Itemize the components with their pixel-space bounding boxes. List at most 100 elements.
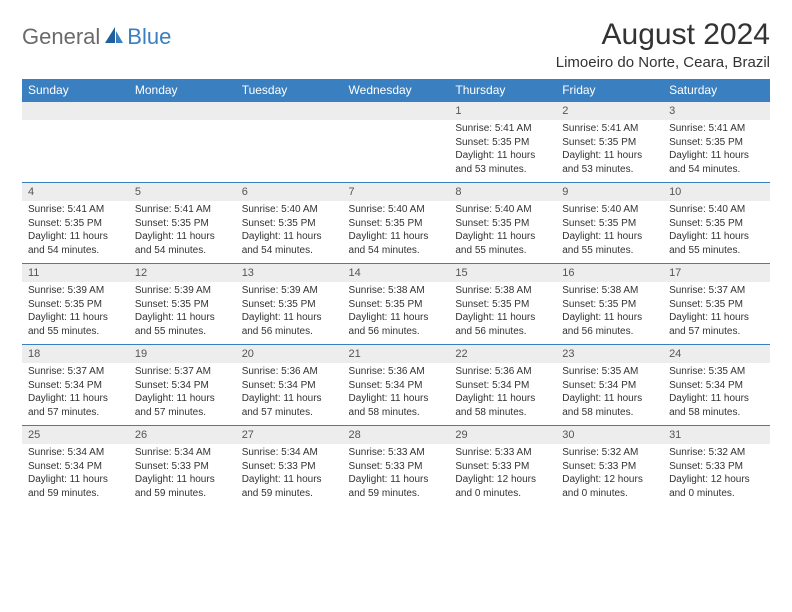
daylight-line: Daylight: 11 hours and 59 minutes. (242, 473, 337, 500)
day-number-cell: 21 (343, 345, 450, 364)
sunrise-line: Sunrise: 5:40 AM (455, 203, 550, 217)
sunrise-line: Sunrise: 5:32 AM (669, 446, 764, 460)
day-number-cell: 9 (556, 183, 663, 202)
day-number-cell: 2 (556, 102, 663, 121)
day-detail-cell: Sunrise: 5:40 AMSunset: 5:35 PMDaylight:… (663, 201, 770, 264)
day-number-cell: 14 (343, 264, 450, 283)
sunrise-line: Sunrise: 5:35 AM (562, 365, 657, 379)
day-detail-cell: Sunrise: 5:38 AMSunset: 5:35 PMDaylight:… (343, 282, 450, 345)
weekday-header-row: Sunday Monday Tuesday Wednesday Thursday… (22, 79, 770, 102)
day-number-cell: 12 (129, 264, 236, 283)
day-number-row: 11121314151617 (22, 264, 770, 283)
sunrise-line: Sunrise: 5:38 AM (455, 284, 550, 298)
sunset-line: Sunset: 5:34 PM (28, 460, 123, 474)
calendar-table: Sunday Monday Tuesday Wednesday Thursday… (22, 79, 770, 506)
day-detail-cell: Sunrise: 5:41 AMSunset: 5:35 PMDaylight:… (129, 201, 236, 264)
day-detail-cell: Sunrise: 5:41 AMSunset: 5:35 PMDaylight:… (449, 120, 556, 183)
day-detail-row: Sunrise: 5:41 AMSunset: 5:35 PMDaylight:… (22, 120, 770, 183)
sunrise-line: Sunrise: 5:39 AM (242, 284, 337, 298)
daylight-line: Daylight: 11 hours and 59 minutes. (28, 473, 123, 500)
sunrise-line: Sunrise: 5:37 AM (669, 284, 764, 298)
daylight-line: Daylight: 11 hours and 56 minutes. (242, 311, 337, 338)
sunrise-line: Sunrise: 5:40 AM (669, 203, 764, 217)
sunrise-line: Sunrise: 5:32 AM (562, 446, 657, 460)
day-detail-row: Sunrise: 5:37 AMSunset: 5:34 PMDaylight:… (22, 363, 770, 426)
daylight-line: Daylight: 11 hours and 54 minutes. (349, 230, 444, 257)
weekday-header: Sunday (22, 79, 129, 102)
title-block: August 2024 Limoeiro do Norte, Ceara, Br… (556, 18, 770, 71)
sunrise-line: Sunrise: 5:34 AM (28, 446, 123, 460)
sunset-line: Sunset: 5:33 PM (562, 460, 657, 474)
day-detail-cell: Sunrise: 5:32 AMSunset: 5:33 PMDaylight:… (556, 444, 663, 506)
sunset-line: Sunset: 5:35 PM (455, 217, 550, 231)
day-number-cell: 28 (343, 426, 450, 445)
day-detail-cell: Sunrise: 5:35 AMSunset: 5:34 PMDaylight:… (663, 363, 770, 426)
sunrise-line: Sunrise: 5:33 AM (455, 446, 550, 460)
sunrise-line: Sunrise: 5:41 AM (669, 122, 764, 136)
brand-general: General (22, 24, 100, 50)
sunset-line: Sunset: 5:35 PM (135, 217, 230, 231)
weekday-header: Wednesday (343, 79, 450, 102)
daylight-line: Daylight: 12 hours and 0 minutes. (562, 473, 657, 500)
location: Limoeiro do Norte, Ceara, Brazil (556, 54, 770, 71)
day-number-cell: 19 (129, 345, 236, 364)
daylight-line: Daylight: 11 hours and 56 minutes. (349, 311, 444, 338)
sunrise-line: Sunrise: 5:36 AM (455, 365, 550, 379)
weekday-header: Saturday (663, 79, 770, 102)
day-detail-cell: Sunrise: 5:38 AMSunset: 5:35 PMDaylight:… (449, 282, 556, 345)
day-detail-cell: Sunrise: 5:34 AMSunset: 5:33 PMDaylight:… (129, 444, 236, 506)
day-detail-cell: Sunrise: 5:38 AMSunset: 5:35 PMDaylight:… (556, 282, 663, 345)
month-title: August 2024 (556, 18, 770, 52)
day-number-cell: 17 (663, 264, 770, 283)
daylight-line: Daylight: 11 hours and 56 minutes. (455, 311, 550, 338)
day-number-row: 25262728293031 (22, 426, 770, 445)
day-detail-row: Sunrise: 5:34 AMSunset: 5:34 PMDaylight:… (22, 444, 770, 506)
day-number-cell: 15 (449, 264, 556, 283)
day-detail-cell: Sunrise: 5:41 AMSunset: 5:35 PMDaylight:… (663, 120, 770, 183)
day-number-cell: 18 (22, 345, 129, 364)
day-detail-cell: Sunrise: 5:40 AMSunset: 5:35 PMDaylight:… (236, 201, 343, 264)
sunrise-line: Sunrise: 5:41 AM (455, 122, 550, 136)
day-number-cell: 31 (663, 426, 770, 445)
daylight-line: Daylight: 11 hours and 58 minutes. (669, 392, 764, 419)
sunrise-line: Sunrise: 5:38 AM (562, 284, 657, 298)
sunrise-line: Sunrise: 5:34 AM (242, 446, 337, 460)
sunset-line: Sunset: 5:35 PM (349, 298, 444, 312)
day-detail-cell: Sunrise: 5:37 AMSunset: 5:35 PMDaylight:… (663, 282, 770, 345)
day-number-cell: 1 (449, 102, 556, 121)
day-detail-cell: Sunrise: 5:33 AMSunset: 5:33 PMDaylight:… (449, 444, 556, 506)
sunset-line: Sunset: 5:35 PM (28, 217, 123, 231)
day-detail-cell: Sunrise: 5:36 AMSunset: 5:34 PMDaylight:… (449, 363, 556, 426)
sunrise-line: Sunrise: 5:39 AM (135, 284, 230, 298)
daylight-line: Daylight: 11 hours and 59 minutes. (135, 473, 230, 500)
day-detail-cell: Sunrise: 5:40 AMSunset: 5:35 PMDaylight:… (556, 201, 663, 264)
day-number-cell: 23 (556, 345, 663, 364)
sunset-line: Sunset: 5:34 PM (349, 379, 444, 393)
daylight-line: Daylight: 12 hours and 0 minutes. (455, 473, 550, 500)
day-number-cell: 10 (663, 183, 770, 202)
sunset-line: Sunset: 5:33 PM (669, 460, 764, 474)
brand-blue: Blue (127, 24, 171, 50)
day-number-cell: 8 (449, 183, 556, 202)
sunrise-line: Sunrise: 5:40 AM (242, 203, 337, 217)
daylight-line: Daylight: 11 hours and 55 minutes. (562, 230, 657, 257)
sunset-line: Sunset: 5:34 PM (28, 379, 123, 393)
day-number-cell: 27 (236, 426, 343, 445)
sunset-line: Sunset: 5:33 PM (135, 460, 230, 474)
daylight-line: Daylight: 11 hours and 53 minutes. (455, 149, 550, 176)
day-number-cell: 29 (449, 426, 556, 445)
calendar-body: 123Sunrise: 5:41 AMSunset: 5:35 PMDaylig… (22, 102, 770, 507)
sunset-line: Sunset: 5:35 PM (455, 136, 550, 150)
day-number-cell (129, 102, 236, 121)
daylight-line: Daylight: 11 hours and 57 minutes. (28, 392, 123, 419)
weekday-header: Thursday (449, 79, 556, 102)
day-number-cell: 11 (22, 264, 129, 283)
sunrise-line: Sunrise: 5:36 AM (242, 365, 337, 379)
day-detail-cell: Sunrise: 5:40 AMSunset: 5:35 PMDaylight:… (449, 201, 556, 264)
sunset-line: Sunset: 5:35 PM (242, 298, 337, 312)
sunrise-line: Sunrise: 5:33 AM (349, 446, 444, 460)
sunset-line: Sunset: 5:35 PM (455, 298, 550, 312)
daylight-line: Daylight: 11 hours and 59 minutes. (349, 473, 444, 500)
day-detail-row: Sunrise: 5:41 AMSunset: 5:35 PMDaylight:… (22, 201, 770, 264)
sunset-line: Sunset: 5:34 PM (669, 379, 764, 393)
